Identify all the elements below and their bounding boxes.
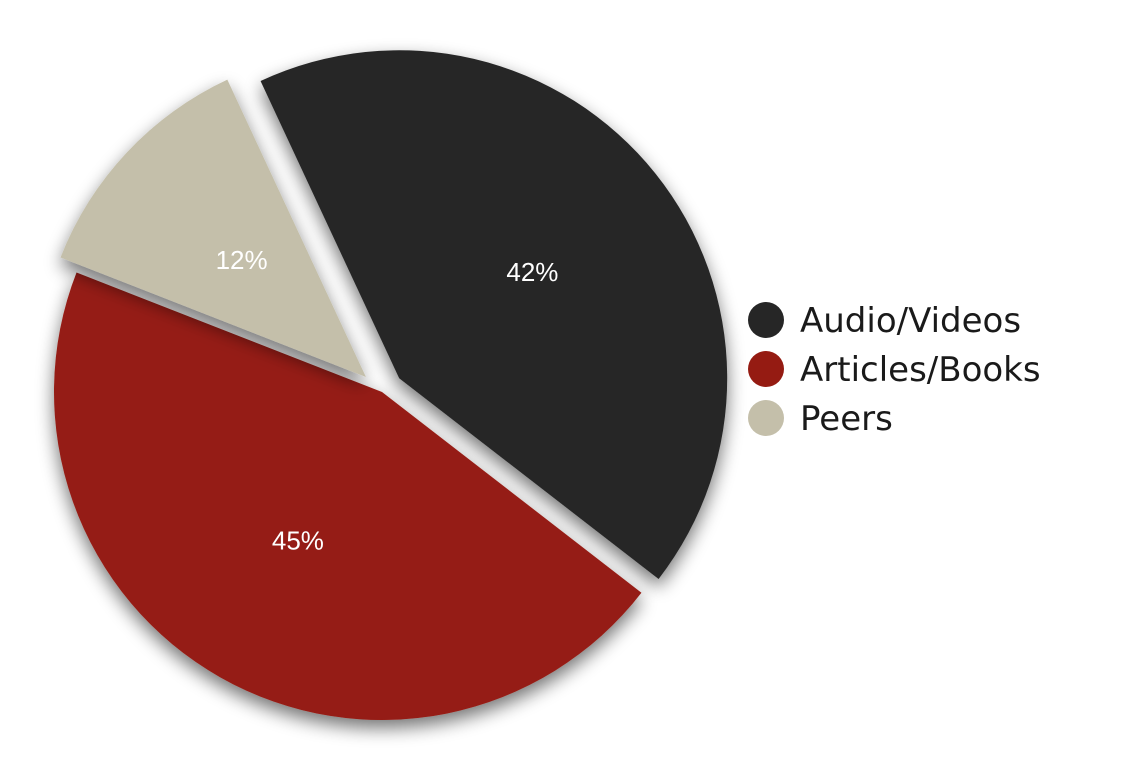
legend-label: Articles/Books [800, 350, 1041, 390]
legend-item: Audio/Videos [748, 301, 1021, 341]
slice-value-label: 42% [506, 257, 558, 287]
legend-label: Audio/Videos [800, 301, 1021, 341]
slice-value-label: 45% [272, 525, 324, 555]
legend-swatch [748, 351, 784, 387]
legend-item: Peers [748, 399, 893, 439]
slices-layer [53, 50, 728, 721]
legend-label: Peers [800, 399, 893, 439]
slice-value-label: 12% [216, 245, 268, 275]
pie-slice-articles-books [53, 272, 642, 721]
pie-slice-peers [60, 79, 366, 377]
legend-swatch [748, 400, 784, 436]
legend-swatch [748, 302, 784, 338]
slice-labels: 42% 45% 12% [216, 245, 559, 555]
pie-slice-audio-videos [260, 50, 728, 579]
legend: Audio/Videos Articles/Books Peers [748, 301, 1041, 439]
legend-item: Articles/Books [748, 350, 1041, 390]
